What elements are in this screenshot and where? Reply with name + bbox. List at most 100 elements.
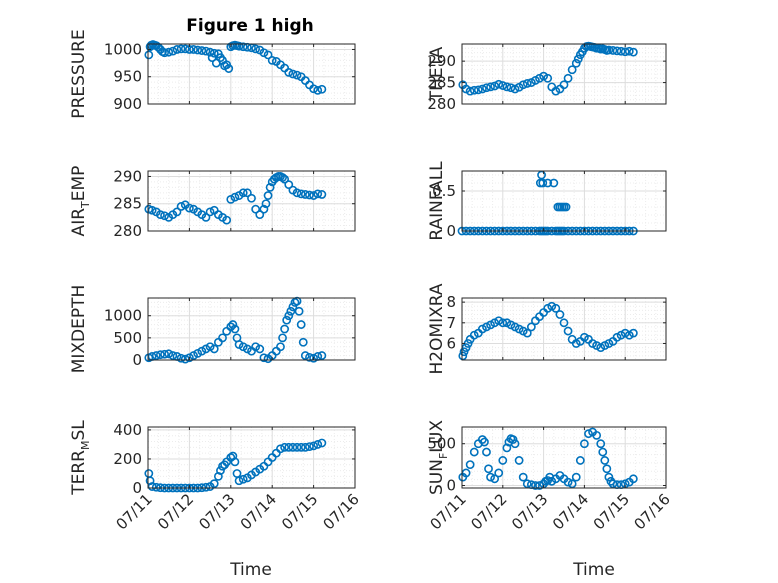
- data-point: [251, 44, 261, 54]
- data-point: [160, 211, 169, 221]
- data-point: [559, 80, 569, 90]
- data-point: [298, 337, 308, 347]
- data-point: [555, 310, 565, 319]
- data-point: [543, 73, 553, 83]
- data-point: [526, 322, 536, 332]
- data-point: [608, 46, 618, 55]
- data-point: [144, 50, 154, 60]
- y-axis-label: H2OMIXRA: [427, 283, 447, 374]
- data-point: [168, 46, 178, 56]
- data-point: [261, 199, 271, 209]
- x-tick-label: 07/16: [631, 490, 674, 533]
- data-point: [313, 189, 323, 199]
- x-axis-label-left: Time: [229, 560, 272, 580]
- data-point: [317, 351, 327, 360]
- data-point: [294, 306, 304, 316]
- x-tick-label: 07/13: [195, 490, 238, 533]
- x-tick-label: 07/14: [237, 490, 280, 533]
- data-point: [543, 178, 553, 188]
- data-point: [172, 45, 182, 54]
- data-point: [313, 85, 323, 95]
- data-point: [628, 474, 638, 484]
- y-tick-label: 290: [113, 167, 142, 185]
- data-point: [502, 82, 512, 92]
- data-point: [238, 188, 248, 198]
- data-point: [598, 447, 608, 457]
- data-point: [482, 447, 491, 457]
- data-point: [282, 315, 292, 325]
- data-point: [300, 190, 310, 199]
- data-point: [284, 180, 294, 190]
- data-point: [305, 442, 314, 452]
- data-point: [284, 311, 294, 321]
- data-point: [494, 79, 504, 89]
- data-point: [561, 202, 571, 212]
- data-point: [263, 50, 273, 60]
- data-point: [305, 352, 314, 362]
- data-point: [288, 442, 298, 452]
- y-axis-label: THETA: [427, 46, 447, 102]
- data-point: [201, 46, 211, 56]
- data-point: [286, 306, 296, 316]
- data-point: [176, 353, 186, 363]
- data-point: [201, 482, 211, 492]
- data-point: [255, 344, 265, 354]
- figure-title: Figure 1 high: [186, 16, 314, 36]
- data-point: [255, 210, 265, 220]
- data-point: [172, 207, 182, 217]
- data-point: [563, 477, 573, 487]
- x-tick-label: 07/12: [154, 490, 197, 533]
- data-point: [271, 346, 281, 356]
- y-tick-label: 6: [446, 334, 456, 352]
- axes-box: [461, 43, 667, 105]
- data-point: [580, 439, 589, 449]
- data-point: [232, 469, 242, 478]
- data-point: [559, 318, 569, 328]
- data-point: [575, 456, 585, 465]
- data-point: [538, 178, 548, 188]
- data-point: [224, 64, 234, 73]
- data-point: [571, 58, 581, 68]
- data-point: [510, 84, 520, 94]
- data-point: [189, 45, 198, 54]
- axes-box: [147, 426, 356, 489]
- data-point: [180, 44, 190, 54]
- data-point: [624, 46, 634, 56]
- data-point: [473, 85, 483, 95]
- data-point: [506, 83, 516, 93]
- data-point: [296, 442, 306, 452]
- data-point: [309, 441, 318, 451]
- data-point: [602, 464, 612, 474]
- data-point: [151, 351, 161, 360]
- data-point: [567, 65, 577, 75]
- subplot-7: 0200400TERRMSL07/1107/1207/1307/1407/150…: [69, 420, 363, 534]
- subplot-5: 0 500 1000 MIXDEPTH: [69, 285, 356, 373]
- data-point: [317, 84, 327, 94]
- data-point: [498, 456, 508, 465]
- data-point: [620, 47, 630, 57]
- data-point: [234, 476, 244, 486]
- data-point: [612, 46, 622, 56]
- y-tick-label: 950: [113, 68, 142, 86]
- y-tick-label: 0.5: [432, 182, 456, 200]
- data-point: [573, 54, 583, 64]
- data-point: [608, 479, 618, 489]
- data-point: [265, 182, 275, 192]
- y-tick-label: 7: [446, 314, 456, 332]
- y-tick-label: 0: [132, 351, 142, 369]
- y-tick-label: 500: [427, 435, 456, 453]
- data-point: [480, 437, 489, 447]
- data-point: [271, 448, 281, 458]
- data-point: [238, 474, 248, 484]
- data-point: [563, 326, 573, 336]
- data-point: [147, 482, 157, 491]
- data-point: [278, 333, 287, 343]
- y-tick-label: 285: [113, 195, 142, 213]
- x-tick-label: 07/16: [320, 490, 363, 533]
- data-point: [549, 178, 559, 188]
- data-point: [477, 84, 487, 94]
- data-point: [317, 438, 327, 448]
- data-point: [209, 479, 219, 489]
- x-tick-label: 07/12: [467, 490, 510, 533]
- data-point: [514, 456, 524, 465]
